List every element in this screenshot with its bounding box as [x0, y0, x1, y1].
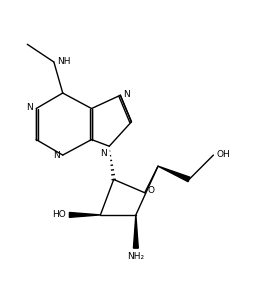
Text: O: O [148, 185, 155, 195]
Text: N: N [26, 103, 33, 112]
Text: HO: HO [53, 211, 66, 219]
Polygon shape [69, 213, 100, 217]
Text: N: N [123, 90, 130, 99]
Text: N: N [53, 151, 60, 160]
Polygon shape [158, 166, 190, 182]
Text: OH: OH [216, 150, 230, 159]
Text: NH₂: NH₂ [127, 252, 145, 261]
Text: N: N [100, 149, 107, 158]
Polygon shape [133, 215, 138, 248]
Text: NH: NH [57, 57, 70, 66]
